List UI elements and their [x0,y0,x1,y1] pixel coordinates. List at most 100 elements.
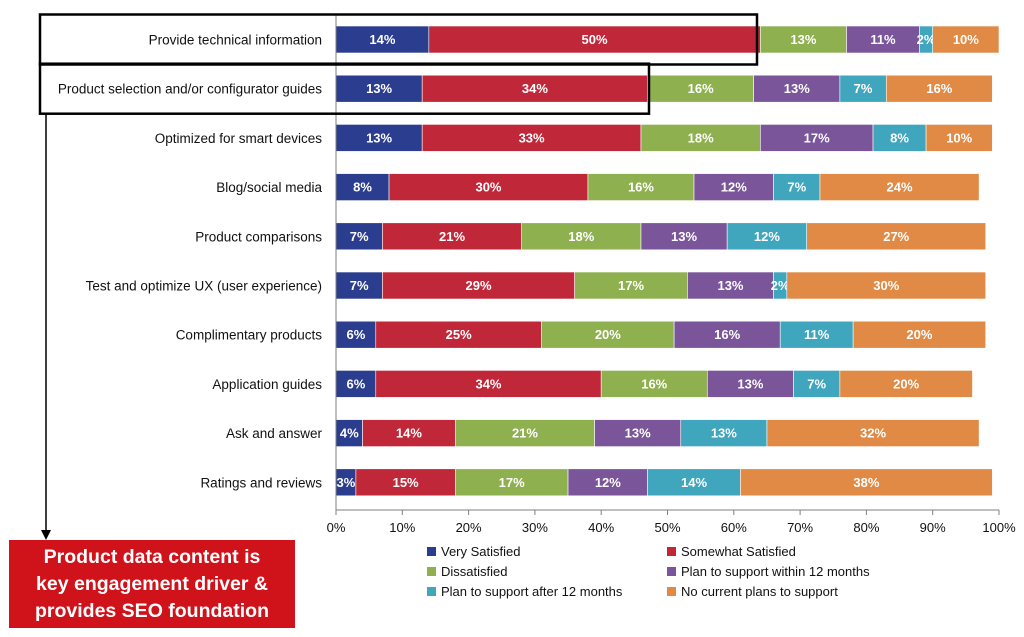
category-label: Blog/social media [216,180,322,195]
x-tick-label: 90% [920,520,946,535]
bar-data-label: 29% [466,278,492,293]
bar-segment [839,370,973,398]
bar-segment [600,370,708,398]
bar-data-label: 13% [784,81,810,96]
bar-segment [362,419,456,447]
x-tick-label: 40% [588,520,614,535]
bar-segment [885,74,993,103]
bar-data-label: 7% [350,278,369,293]
bar-segment [574,271,688,300]
bar-segment [760,124,874,152]
bar-data-label: 17% [618,278,644,293]
bar-data-label: 2% [771,278,790,293]
callout-line-2: key engagement driver & [36,573,268,595]
bar-data-label: 13% [366,81,392,96]
bar-segment [806,222,987,251]
bar-data-label: 16% [641,376,667,391]
bar-data-label: 3% [337,475,356,490]
x-tick-label: 50% [654,520,680,535]
x-axis: 0% 10% 20% 30% 40% 50% 60% 70% 80% 90% 100% [327,14,1016,535]
bar-segment [521,222,642,251]
bar-segment [673,320,781,349]
bar-segment [421,124,642,152]
callout-line-3: provides SEO foundation [34,600,269,622]
legend-swatch [427,567,436,576]
x-tick-label: 100% [982,520,1016,535]
bar-segment [766,419,980,447]
bar-data-label: 21% [439,229,465,244]
bar-segment [335,25,430,54]
x-tick-label: 20% [456,520,482,535]
bar-data-label: 21% [512,426,538,441]
arrow-head [41,530,51,540]
bar-data-label: 17% [804,130,830,145]
bar-data-label: 7% [807,376,826,391]
bar-data-label: 34% [522,81,548,96]
bar-segment [846,25,920,54]
bar-data-label: 13% [790,32,816,47]
legend-label: Plan to support within 12 months [681,564,870,579]
bar-data-label: 18% [568,229,594,244]
bar-data-label: 16% [714,327,740,342]
bar-data-label: 13% [366,130,392,145]
bar-segment [640,124,761,152]
bar-segment [541,320,675,349]
bar-data-label: 6% [346,327,365,342]
x-tick-label: 60% [721,520,747,535]
x-tick-label: 70% [787,520,813,535]
bar-segment [382,271,575,300]
bar-data-label: 11% [870,32,896,47]
bar-data-label: 27% [883,229,909,244]
bar-data-label: 12% [754,229,780,244]
legend-swatch [667,567,676,576]
bar-data-label: 38% [853,475,879,490]
bar-segment [428,25,761,54]
bar-segment [375,320,542,349]
bar-segment [740,468,993,497]
bar-data-label: 10% [953,32,979,47]
bar-data-label: 7% [787,180,806,195]
legend-swatch [427,547,436,556]
bar-segment [786,271,987,300]
bar-data-label: 33% [519,130,545,145]
bar-segment [640,222,728,251]
bar-segment [687,271,774,300]
bar-segment [925,124,993,152]
legend-label: Very Satisfied [441,544,521,559]
category-label: Application guides [212,377,322,392]
legend-label: Dissatisfied [441,564,507,579]
bar-data-label: 24% [887,180,913,195]
category-label: Provide technical information [149,33,322,48]
bar-segment [647,74,754,103]
bar-data-label: 13% [711,426,737,441]
bar-data-label: 12% [721,180,747,195]
legend-label: Plan to support after 12 months [441,584,623,599]
x-tick-label: 0% [327,520,346,535]
bar-segment [335,370,377,398]
bar-data-label: 13% [717,278,743,293]
bar-data-label: 32% [860,426,886,441]
bar-segment [455,419,595,447]
bar-data-label: 34% [475,376,501,391]
category-label: Product selection and/or configurator gu… [58,82,322,97]
highlight-box [38,62,651,115]
bar-data-label: 8% [890,130,909,145]
bar-segment [779,320,854,349]
bar-data-label: 7% [350,229,369,244]
bar-data-label: 18% [688,130,714,145]
bar-data-label: 16% [688,81,714,96]
bar-data-label: 14% [369,32,395,47]
bar-segment [375,370,602,398]
bar-segment [819,173,980,201]
bar-segment [726,222,808,251]
bar-data-label: 13% [625,426,651,441]
category-label: Test and optimize UX (user experience) [86,279,322,294]
bar-segment [932,25,1000,54]
legend-swatch [667,547,676,556]
bar-data-label: 25% [446,327,472,342]
bar-data-label: 14% [396,426,422,441]
x-tick-label: 10% [389,520,415,535]
bar-segment [421,74,648,103]
bar-segment [647,468,741,497]
